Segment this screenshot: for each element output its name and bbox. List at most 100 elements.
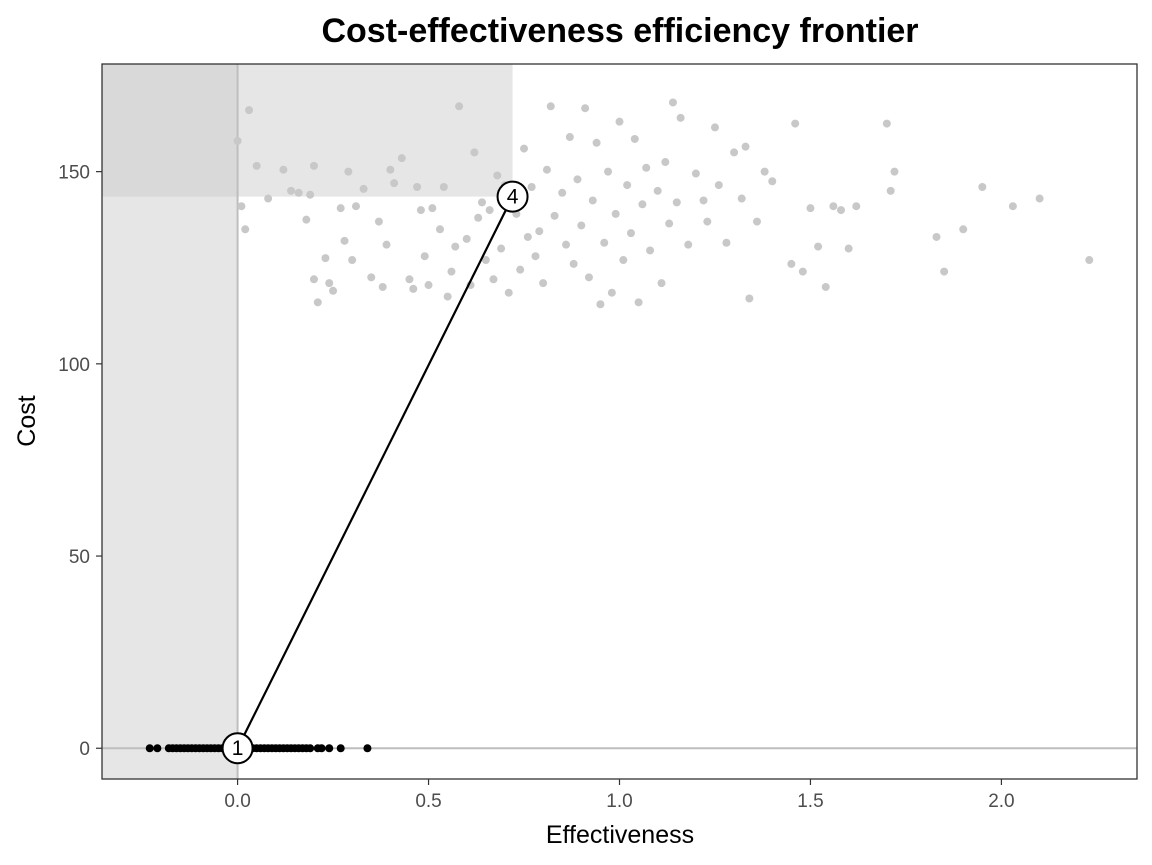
scatter-point: [359, 184, 368, 193]
efficiency-frontier: 14: [221, 180, 529, 765]
scatter-point: [600, 238, 609, 247]
scatter-point: [374, 217, 383, 226]
scatter-point: [435, 225, 444, 234]
scatter-point: [932, 232, 941, 241]
baseline-point: [363, 744, 372, 753]
scatter-point: [294, 188, 303, 197]
scatter-point: [378, 282, 387, 291]
y-tick-label: 50: [69, 547, 90, 568]
shaded-regions: [102, 64, 513, 779]
scatter-point: [890, 167, 899, 176]
x-tick-label: 2.0: [988, 791, 1014, 812]
scatter-point: [837, 206, 846, 215]
scatter-point: [829, 202, 838, 211]
baseline-point: [317, 744, 326, 753]
scatter-point: [882, 119, 891, 128]
scatter-point: [397, 154, 406, 163]
scatter-point: [604, 167, 613, 176]
scatter-point: [1008, 202, 1017, 211]
scatter-point: [489, 275, 498, 284]
scatter-point: [451, 242, 460, 251]
scatter-point: [646, 246, 655, 255]
scatter-point: [710, 123, 719, 132]
scatter-point: [657, 279, 666, 288]
scatter-point: [699, 196, 708, 205]
scatter-point: [279, 165, 288, 174]
scatter-point: [752, 217, 761, 226]
scatter-point: [344, 167, 353, 176]
scatter-point: [577, 221, 586, 230]
scatter-point: [497, 244, 506, 253]
scatter-point: [653, 186, 662, 195]
scatter-point: [615, 117, 624, 126]
scatter-point: [470, 148, 479, 157]
scatter-point: [527, 183, 536, 192]
scatter-point: [722, 238, 731, 247]
scatter-point: [886, 186, 895, 195]
scatter-point: [390, 179, 399, 188]
overlap-region: [102, 64, 238, 197]
chart-title: Cost-effectiveness efficiency frontier: [321, 12, 918, 50]
scatter-point: [626, 229, 635, 238]
scatter-point: [443, 292, 452, 301]
scatter-point: [638, 200, 647, 209]
scatter-point: [714, 181, 723, 190]
scatter-point: [309, 161, 318, 170]
scatter-point: [309, 275, 318, 284]
scatter-point: [940, 267, 949, 276]
frontier-marker-label: 1: [232, 737, 244, 760]
scatter-point: [642, 163, 651, 172]
scatter-point: [386, 165, 395, 174]
scatter-point: [852, 202, 861, 211]
scatter-point: [302, 215, 311, 224]
scatter-point: [351, 202, 360, 211]
scatter-point: [455, 102, 464, 111]
x-tick-label: 1.0: [606, 791, 632, 812]
scatter-point: [672, 198, 681, 207]
scatter-point: [336, 204, 345, 213]
scatter-point: [542, 165, 551, 174]
scatter-point: [569, 259, 578, 268]
scatter-point: [791, 119, 800, 128]
scatter-point: [535, 227, 544, 236]
y-tick-label: 0: [79, 739, 90, 760]
scatter-point: [814, 242, 823, 251]
scatter-point: [287, 186, 296, 195]
baseline-point: [145, 744, 154, 753]
x-axis-ticks: 0.0 0.5 1.0 1.5 2.0: [224, 779, 1015, 812]
scatter-point: [1085, 256, 1094, 265]
scatter-point: [405, 275, 414, 284]
scatter-point: [623, 181, 632, 190]
baseline-point: [153, 744, 162, 753]
scatter-point: [523, 232, 532, 241]
scatter-point: [478, 198, 487, 207]
scatter-point: [348, 256, 357, 265]
scatter-point: [428, 204, 437, 213]
scatter-point: [493, 171, 502, 180]
scatter-point: [252, 161, 261, 170]
scatter-point: [959, 225, 968, 234]
scatter-point: [562, 240, 571, 249]
scatter-point: [420, 252, 429, 261]
scatter-point: [821, 282, 830, 291]
scatter-point: [668, 98, 677, 107]
scatter-point: [737, 194, 746, 203]
y-tick-label: 100: [58, 355, 90, 376]
x-tick-label: 0.0: [224, 791, 250, 812]
scatter-point: [413, 183, 422, 192]
scatter-point: [798, 267, 807, 276]
scatter-point: [760, 167, 769, 176]
scatter-point: [676, 113, 685, 122]
scatter-point: [768, 177, 777, 186]
scatter-point: [592, 138, 601, 147]
scatter-point: [558, 188, 567, 197]
scatter-point: [691, 169, 700, 178]
scatter-point: [978, 183, 987, 192]
y-axis-ticks: 0 50 100 150: [58, 163, 102, 760]
scatter-point: [321, 254, 330, 263]
baseline-point: [306, 744, 315, 753]
frontier-marker: [221, 732, 254, 765]
scatter-point: [485, 206, 494, 215]
scatter-point: [661, 158, 670, 167]
